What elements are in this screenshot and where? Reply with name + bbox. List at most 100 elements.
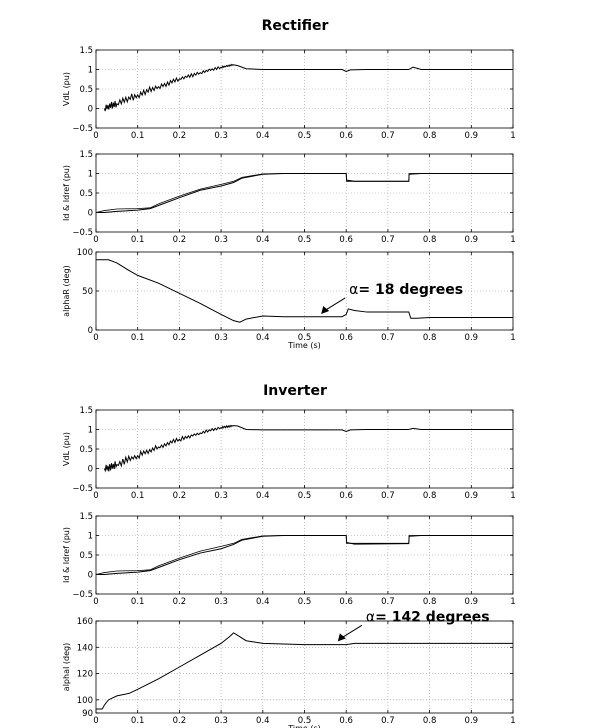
x-tick-label: 0.8 xyxy=(423,235,437,245)
x-tick-label: 0.9 xyxy=(465,235,479,245)
subplot-1: 0 0.1 0.2 0.3 0.4 0.5 0.6 0.7 0.8 0.9 11.510.50−0.… xyxy=(62,46,516,141)
x-tick-label: 0.6 xyxy=(339,491,353,501)
x-axis-label: Time (s) xyxy=(287,724,321,728)
x-tick-label: 0.5 xyxy=(298,716,312,726)
subplot-2: 0 0.1 0.2 0.3 0.4 0.5 0.6 0.7 0.8 0.9 11.510.50−0.… xyxy=(62,150,516,245)
series-line-1 xyxy=(103,63,513,112)
series-line-2 xyxy=(95,535,513,575)
x-tick-label: 0.5 xyxy=(298,131,312,141)
y-tick-label: 1 xyxy=(88,426,93,436)
x-tick-label: 0.5 xyxy=(298,235,312,245)
y-tick-label: 100 xyxy=(77,696,93,706)
x-tick-label: 0.4 xyxy=(256,716,270,726)
x-tick-label: 0.6 xyxy=(339,333,353,343)
x-tick-label: 0.7 xyxy=(381,716,395,726)
x-tick-label: 1 xyxy=(510,131,515,141)
annotation-arrow-head xyxy=(321,305,330,314)
x-tick-label: 0 xyxy=(93,597,98,607)
x-tick-label: 0.2 xyxy=(173,235,187,245)
y-axis-label: Id & Idref (pu) xyxy=(62,527,71,583)
x-tick-label: 0.1 xyxy=(131,716,145,726)
subplot-6: 0 0.1 0.2 0.3 0.4 0.5 0.6 0.7 0.8 0.9 1 160 140 120 10… xyxy=(62,609,516,728)
y-tick-label: 0.5 xyxy=(79,551,93,561)
y-tick-label: 50 xyxy=(82,287,93,297)
y-tick-label: 1 xyxy=(88,532,93,542)
x-tick-label: 0.8 xyxy=(423,333,437,343)
x-tick-label: 0 xyxy=(93,491,98,501)
x-tick-label: 0.7 xyxy=(381,333,395,343)
x-tick-label: 0.8 xyxy=(423,597,437,607)
x-tick-label: 0.3 xyxy=(214,716,228,726)
x-tick-label: 0.6 xyxy=(339,235,353,245)
inverter-title: Inverter xyxy=(263,383,327,399)
x-tick-label: 0 xyxy=(93,333,98,343)
y-tick-label: −0.5 xyxy=(72,228,93,238)
y-tick-label: 120 xyxy=(77,670,93,680)
x-tick-label: 0.3 xyxy=(214,131,228,141)
x-tick-label: 1 xyxy=(510,235,515,245)
x-tick-label: 0.2 xyxy=(173,597,187,607)
x-tick-label: 0.2 xyxy=(173,491,187,501)
annotation-text: = 18 degrees xyxy=(358,282,463,298)
x-tick-label: 0.7 xyxy=(381,491,395,501)
subplot-4: 0 0.1 0.2 0.3 0.4 0.5 0.6 0.7 0.8 0.9 11.510.50−0.… xyxy=(62,406,516,501)
x-tick-label: 0.6 xyxy=(339,131,353,141)
y-tick-label: 1.5 xyxy=(79,512,93,522)
x-tick-label: 0.9 xyxy=(465,131,479,141)
annotation-text: = 142 degrees xyxy=(375,609,489,625)
rectifier-title: Rectifier xyxy=(262,18,329,34)
x-tick-label: 1 xyxy=(510,597,515,607)
x-tick-label: 0.5 xyxy=(298,597,312,607)
annotation-arrow-shaft xyxy=(323,297,346,312)
series-line-1 xyxy=(96,259,513,323)
y-tick-label: 140 xyxy=(77,643,93,653)
x-tick-label: 0.8 xyxy=(423,131,437,141)
annotation-symbol: α xyxy=(366,609,375,625)
x-tick-label: 0.4 xyxy=(256,333,270,343)
y-axis-label: alphaR (deg) xyxy=(62,265,71,317)
x-tick-label: 1 xyxy=(510,333,515,343)
x-tick-label: 0.3 xyxy=(214,491,228,501)
x-tick-label: 0.1 xyxy=(131,235,145,245)
annotation-arrow-head xyxy=(337,633,346,642)
x-tick-label: 0.1 xyxy=(131,333,145,343)
x-tick-label: 0.7 xyxy=(381,131,395,141)
series-line-1 xyxy=(103,424,513,473)
x-tick-label: 0.6 xyxy=(339,597,353,607)
y-tick-label: 0.5 xyxy=(79,445,93,455)
series-line-1 xyxy=(96,632,513,710)
x-tick-label: 0.2 xyxy=(173,131,187,141)
x-tick-label: 0.1 xyxy=(131,491,145,501)
x-tick-label: 0.7 xyxy=(381,597,395,607)
y-tick-label: −0.5 xyxy=(72,484,93,494)
y-axis-label: VdL (pu) xyxy=(62,432,71,466)
x-tick-label: 0.1 xyxy=(131,131,145,141)
annotation-label: α= 18 degrees xyxy=(349,282,463,298)
y-tick-label: 90 xyxy=(82,709,93,719)
y-tick-label: 0 xyxy=(88,571,93,581)
annotation-symbol: α xyxy=(349,282,358,298)
series-line-2 xyxy=(95,173,513,213)
x-tick-label: 1 xyxy=(510,716,515,726)
x-tick-label: 0.9 xyxy=(465,716,479,726)
x-tick-label: 0.4 xyxy=(256,491,270,501)
x-tick-label: 0.9 xyxy=(465,597,479,607)
subplot-3: 0 0.1 0.2 0.3 0.4 0.5 0.6 0.7 0.8 0.9 1 100 50 0 alpha… xyxy=(62,248,516,350)
y-tick-label: 1.5 xyxy=(79,406,93,416)
x-tick-label: 0.8 xyxy=(423,716,437,726)
y-tick-label: 1 xyxy=(88,66,93,76)
x-tick-label: 0.2 xyxy=(173,716,187,726)
x-tick-label: 1 xyxy=(510,491,515,501)
y-tick-label: 100 xyxy=(77,248,93,258)
y-tick-label: 0 xyxy=(88,105,93,115)
x-tick-label: 0.8 xyxy=(423,491,437,501)
y-tick-label: −0.5 xyxy=(72,590,93,600)
x-tick-label: 0.1 xyxy=(131,597,145,607)
x-tick-label: 0.3 xyxy=(214,333,228,343)
x-tick-label: 0.4 xyxy=(256,131,270,141)
y-tick-label: 1 xyxy=(88,170,93,180)
y-tick-label: −0.5 xyxy=(72,124,93,134)
x-tick-label: 0.2 xyxy=(173,333,187,343)
y-tick-label: 0 xyxy=(88,465,93,475)
